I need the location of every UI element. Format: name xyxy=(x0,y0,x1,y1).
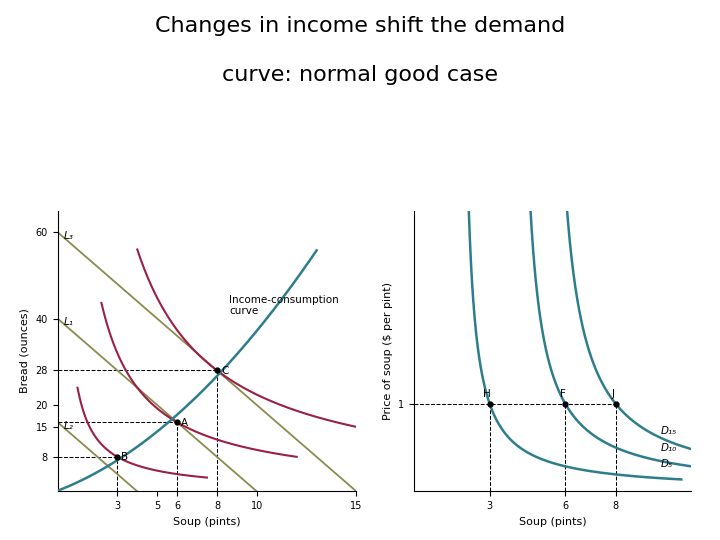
Text: C: C xyxy=(221,366,228,376)
Text: J: J xyxy=(611,389,615,399)
Y-axis label: Bread (ounces): Bread (ounces) xyxy=(20,308,30,394)
Text: A: A xyxy=(181,418,188,428)
Text: H: H xyxy=(483,389,491,399)
Text: Income-consumption
curve: Income-consumption curve xyxy=(229,295,338,316)
Text: L₃: L₃ xyxy=(63,231,73,241)
X-axis label: Soup (pints): Soup (pints) xyxy=(174,517,240,526)
Text: L₁: L₁ xyxy=(63,317,73,327)
Text: F: F xyxy=(559,389,566,399)
Text: L₂: L₂ xyxy=(63,421,73,431)
Text: B: B xyxy=(122,453,128,462)
Text: curve: normal good case: curve: normal good case xyxy=(222,65,498,85)
Y-axis label: Price of soup ($ per pint): Price of soup ($ per pint) xyxy=(382,282,392,420)
Text: D₅: D₅ xyxy=(661,459,673,469)
X-axis label: Soup (pints): Soup (pints) xyxy=(519,517,586,526)
Text: Changes in income shift the demand: Changes in income shift the demand xyxy=(155,16,565,36)
Text: D₁₀: D₁₀ xyxy=(661,443,678,453)
Text: D₁₅: D₁₅ xyxy=(661,427,678,436)
